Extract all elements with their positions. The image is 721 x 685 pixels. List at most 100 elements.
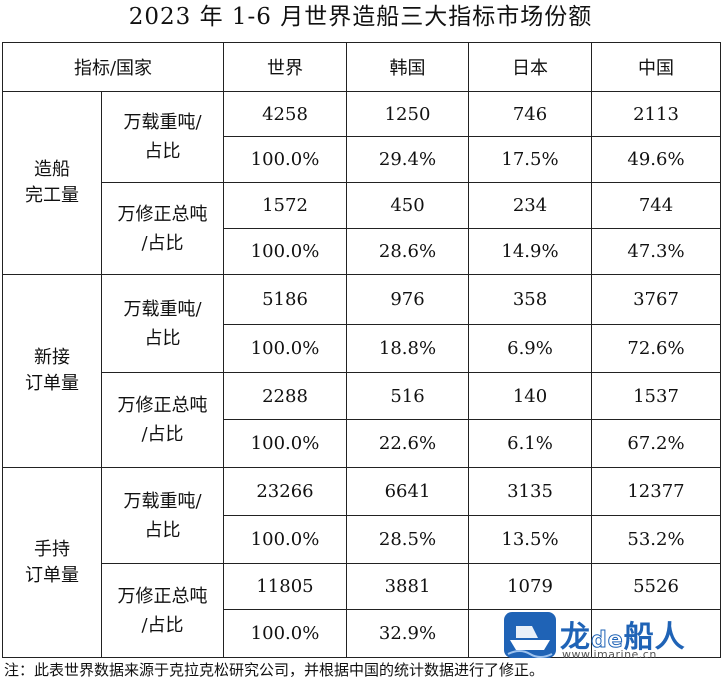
value-cell: 23266 bbox=[223, 467, 347, 516]
category-line1: 手持 bbox=[34, 538, 70, 560]
unit-cell: 万修正总吨 /占比 bbox=[101, 563, 224, 658]
table-row: 100.0% 28.5% 13.5% 53.2% bbox=[3, 515, 721, 564]
value-cell: 5186 bbox=[223, 274, 347, 325]
table-row: 100.0% 32.9% bbox=[3, 609, 721, 658]
table-row: 万修正总吨 /占比 2288 516 140 1537 bbox=[3, 372, 721, 468]
header-china: 中国 bbox=[591, 42, 721, 92]
value-cell: 1537 bbox=[591, 372, 721, 420]
share-cell: 29.4% bbox=[346, 136, 469, 183]
value-cell: 976 bbox=[346, 274, 469, 325]
category-line2: 完工量 bbox=[25, 185, 79, 206]
header-japan: 日本 bbox=[468, 42, 592, 92]
unit-line2: /占比 bbox=[141, 424, 184, 445]
category-cell: 造船 完工量 bbox=[2, 91, 102, 275]
table-row: 100.0% 29.4% 17.5% 49.6% bbox=[3, 136, 721, 183]
value-cell: 12377 bbox=[591, 467, 721, 516]
share-cell: 32.9% bbox=[346, 609, 469, 658]
header-world: 世界 bbox=[223, 42, 347, 92]
unit-line2: 占比 bbox=[144, 141, 181, 162]
unit-line1: 万修正总吨 bbox=[117, 203, 208, 225]
value-cell: 234 bbox=[468, 182, 592, 229]
value-cell: 450 bbox=[346, 182, 469, 229]
share-cell: 100.0% bbox=[223, 419, 347, 468]
value-cell: 2288 bbox=[223, 372, 347, 420]
table-row: 万修正总吨 /占比 11805 3881 1079 5526 bbox=[3, 563, 721, 658]
table-title: 2023 年 1-6 月世界造船三大指标市场份额 bbox=[128, 4, 593, 30]
share-cell: 72.6% bbox=[591, 324, 721, 373]
table-row: 100.0% 18.8% 6.9% 72.6% bbox=[3, 324, 721, 373]
value-cell: 3767 bbox=[591, 274, 721, 325]
share-cell bbox=[591, 609, 721, 658]
unit-cell: 万载重吨/ 占比 bbox=[101, 274, 224, 373]
unit-line2: /占比 bbox=[141, 614, 184, 636]
unit-line2: 占比 bbox=[144, 327, 181, 349]
value-cell: 358 bbox=[468, 274, 592, 325]
unit-line1: 万载重吨/ bbox=[123, 490, 202, 512]
share-cell: 100.0% bbox=[223, 515, 347, 564]
value-cell: 5526 bbox=[591, 563, 721, 610]
unit-line2: 占比 bbox=[144, 519, 181, 541]
table-row: 万修正总吨 /占比 1572 450 234 744 bbox=[3, 182, 721, 275]
header-indicator-country: 指标/国家 bbox=[2, 42, 224, 92]
ship-logo-icon bbox=[504, 612, 556, 658]
value-cell: 1250 bbox=[346, 91, 469, 137]
watermark-brand: 龙de船人 bbox=[560, 612, 686, 656]
value-cell: 2113 bbox=[591, 91, 721, 137]
source-note: 注：此表世界数据来源于克拉克松研究公司，并根据中国的统计数据进行了修正。 bbox=[4, 661, 545, 679]
value-cell: 4258 bbox=[223, 91, 347, 137]
value-cell: 140 bbox=[468, 372, 592, 420]
watermark-brand-main: 龙 bbox=[560, 620, 591, 655]
unit-cell: 万修正总吨 /占比 bbox=[101, 182, 224, 275]
header-korea: 韩国 bbox=[346, 42, 469, 92]
unit-line1: 万修正总吨 bbox=[117, 395, 208, 416]
table-row: 100.0% 28.6% 14.9% 47.3% bbox=[3, 228, 721, 275]
share-cell: 22.6% bbox=[346, 419, 469, 468]
watermark-brand-de: de bbox=[591, 628, 624, 654]
share-cell: 53.2% bbox=[591, 515, 721, 564]
unit-cell: 万修正总吨 /占比 bbox=[101, 372, 224, 468]
share-cell: 6.9% bbox=[468, 324, 592, 373]
share-cell: 14.9% bbox=[468, 228, 592, 275]
value-cell: 516 bbox=[346, 372, 469, 420]
share-cell: 100.0% bbox=[223, 609, 347, 658]
table-row: 新接 订单量 万载重吨/ 占比 5186 976 358 3767 bbox=[2, 274, 721, 468]
market-share-table: 指标/国家 世界 韩国 日本 中国 造船 完工量 万载重吨/ 占比 4258 1… bbox=[2, 42, 721, 658]
value-cell: 1079 bbox=[468, 563, 592, 610]
watermark: 龙de船人 www.imarine.cn bbox=[502, 610, 717, 666]
value-cell: 3135 bbox=[468, 467, 592, 516]
share-cell: 100.0% bbox=[223, 228, 347, 275]
watermark-brand-tail: 船人 bbox=[623, 620, 686, 655]
share-cell: 100.0% bbox=[223, 136, 347, 183]
unit-line1: 万载重吨/ bbox=[123, 112, 202, 133]
category-line2: 订单量 bbox=[25, 373, 79, 394]
share-cell: 47.3% bbox=[591, 228, 721, 275]
table-row: 100.0% 22.6% 6.1% 67.2% bbox=[3, 419, 721, 468]
value-cell: 744 bbox=[591, 182, 721, 229]
share-cell: 18.8% bbox=[346, 324, 469, 373]
unit-line1: 万载重吨/ bbox=[123, 298, 202, 320]
category-line2: 订单量 bbox=[25, 564, 79, 586]
table-row: 造船 完工量 万载重吨/ 占比 4258 1250 746 2113 bbox=[2, 91, 721, 275]
watermark-url: www.imarine.cn bbox=[562, 648, 657, 661]
share-cell: 28.5% bbox=[346, 515, 469, 564]
unit-cell: 万载重吨/ 占比 bbox=[101, 467, 224, 564]
share-cell: 17.5% bbox=[468, 136, 592, 183]
unit-line1: 万修正总吨 bbox=[117, 585, 208, 607]
category-line1: 造船 bbox=[34, 159, 70, 180]
share-cell: 100.0% bbox=[223, 324, 347, 373]
category-cell: 新接 订单量 bbox=[2, 274, 102, 468]
unit-cell: 万载重吨/ 占比 bbox=[101, 91, 224, 183]
category-line1: 新接 bbox=[34, 347, 70, 368]
share-cell: 28.6% bbox=[346, 228, 469, 275]
table-row: 手持 订单量 万载重吨/ 占比 23266 6641 3135 12377 bbox=[2, 467, 721, 658]
value-cell: 746 bbox=[468, 91, 592, 137]
value-cell: 1572 bbox=[223, 182, 347, 229]
share-cell: 67.2% bbox=[591, 419, 721, 468]
value-cell: 11805 bbox=[223, 563, 347, 610]
unit-line2: /占比 bbox=[141, 232, 184, 254]
value-cell: 3881 bbox=[346, 563, 469, 610]
category-cell: 手持 订单量 bbox=[2, 467, 102, 658]
value-cell: 6641 bbox=[346, 467, 469, 516]
header-row: 指标/国家 世界 韩国 日本 中国 bbox=[2, 42, 721, 92]
share-cell: 49.6% bbox=[591, 136, 721, 183]
